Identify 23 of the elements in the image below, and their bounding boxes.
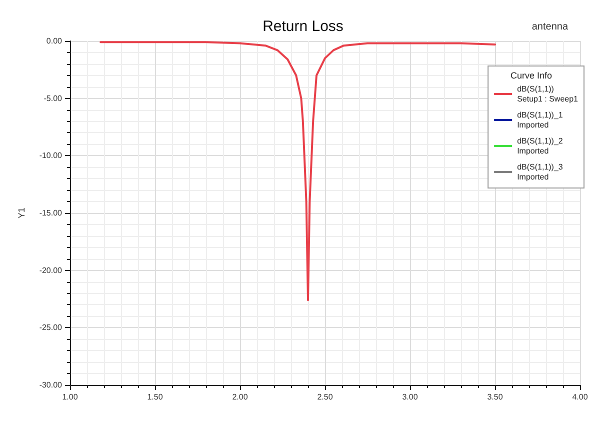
x-tick-label: 2.50 xyxy=(317,392,334,402)
text: antenna xyxy=(532,22,568,32)
line-series xyxy=(100,41,496,302)
y-tick-label: -5.00 xyxy=(44,94,63,103)
y-tick-label: -20.00 xyxy=(39,266,63,275)
y-tick-label: -25.00 xyxy=(39,323,63,332)
legend-label: dB(S(1,1))_1 Imported xyxy=(517,110,564,130)
legend-label: dB(S(1,1))_3 Imported xyxy=(517,162,564,182)
y-axis-title: Y1 xyxy=(16,207,26,219)
legend-label: dB(S(1,1)) Setup1 : Sweep1 xyxy=(517,84,579,104)
x-tick-label: 2.00 xyxy=(232,392,248,402)
x-tick-label: 3.00 xyxy=(402,392,418,402)
x-tick-label: 4.00 xyxy=(572,392,588,402)
x-tick-label: 3.50 xyxy=(487,392,504,402)
legend-label: dB(S(1,1))_2 Imported xyxy=(517,136,564,156)
x-tick-label: 1.50 xyxy=(147,392,164,402)
chart-title: Return Loss xyxy=(262,18,344,35)
legend-title: Curve Info xyxy=(510,70,552,80)
y-tick-label: -30.00 xyxy=(39,380,63,390)
x-tick-label: 1.00 xyxy=(62,392,78,402)
y-tick-label: -15.00 xyxy=(39,208,63,218)
y-tick-label: -10.00 xyxy=(39,151,63,160)
y-tick-label: 0.00 xyxy=(46,36,63,46)
